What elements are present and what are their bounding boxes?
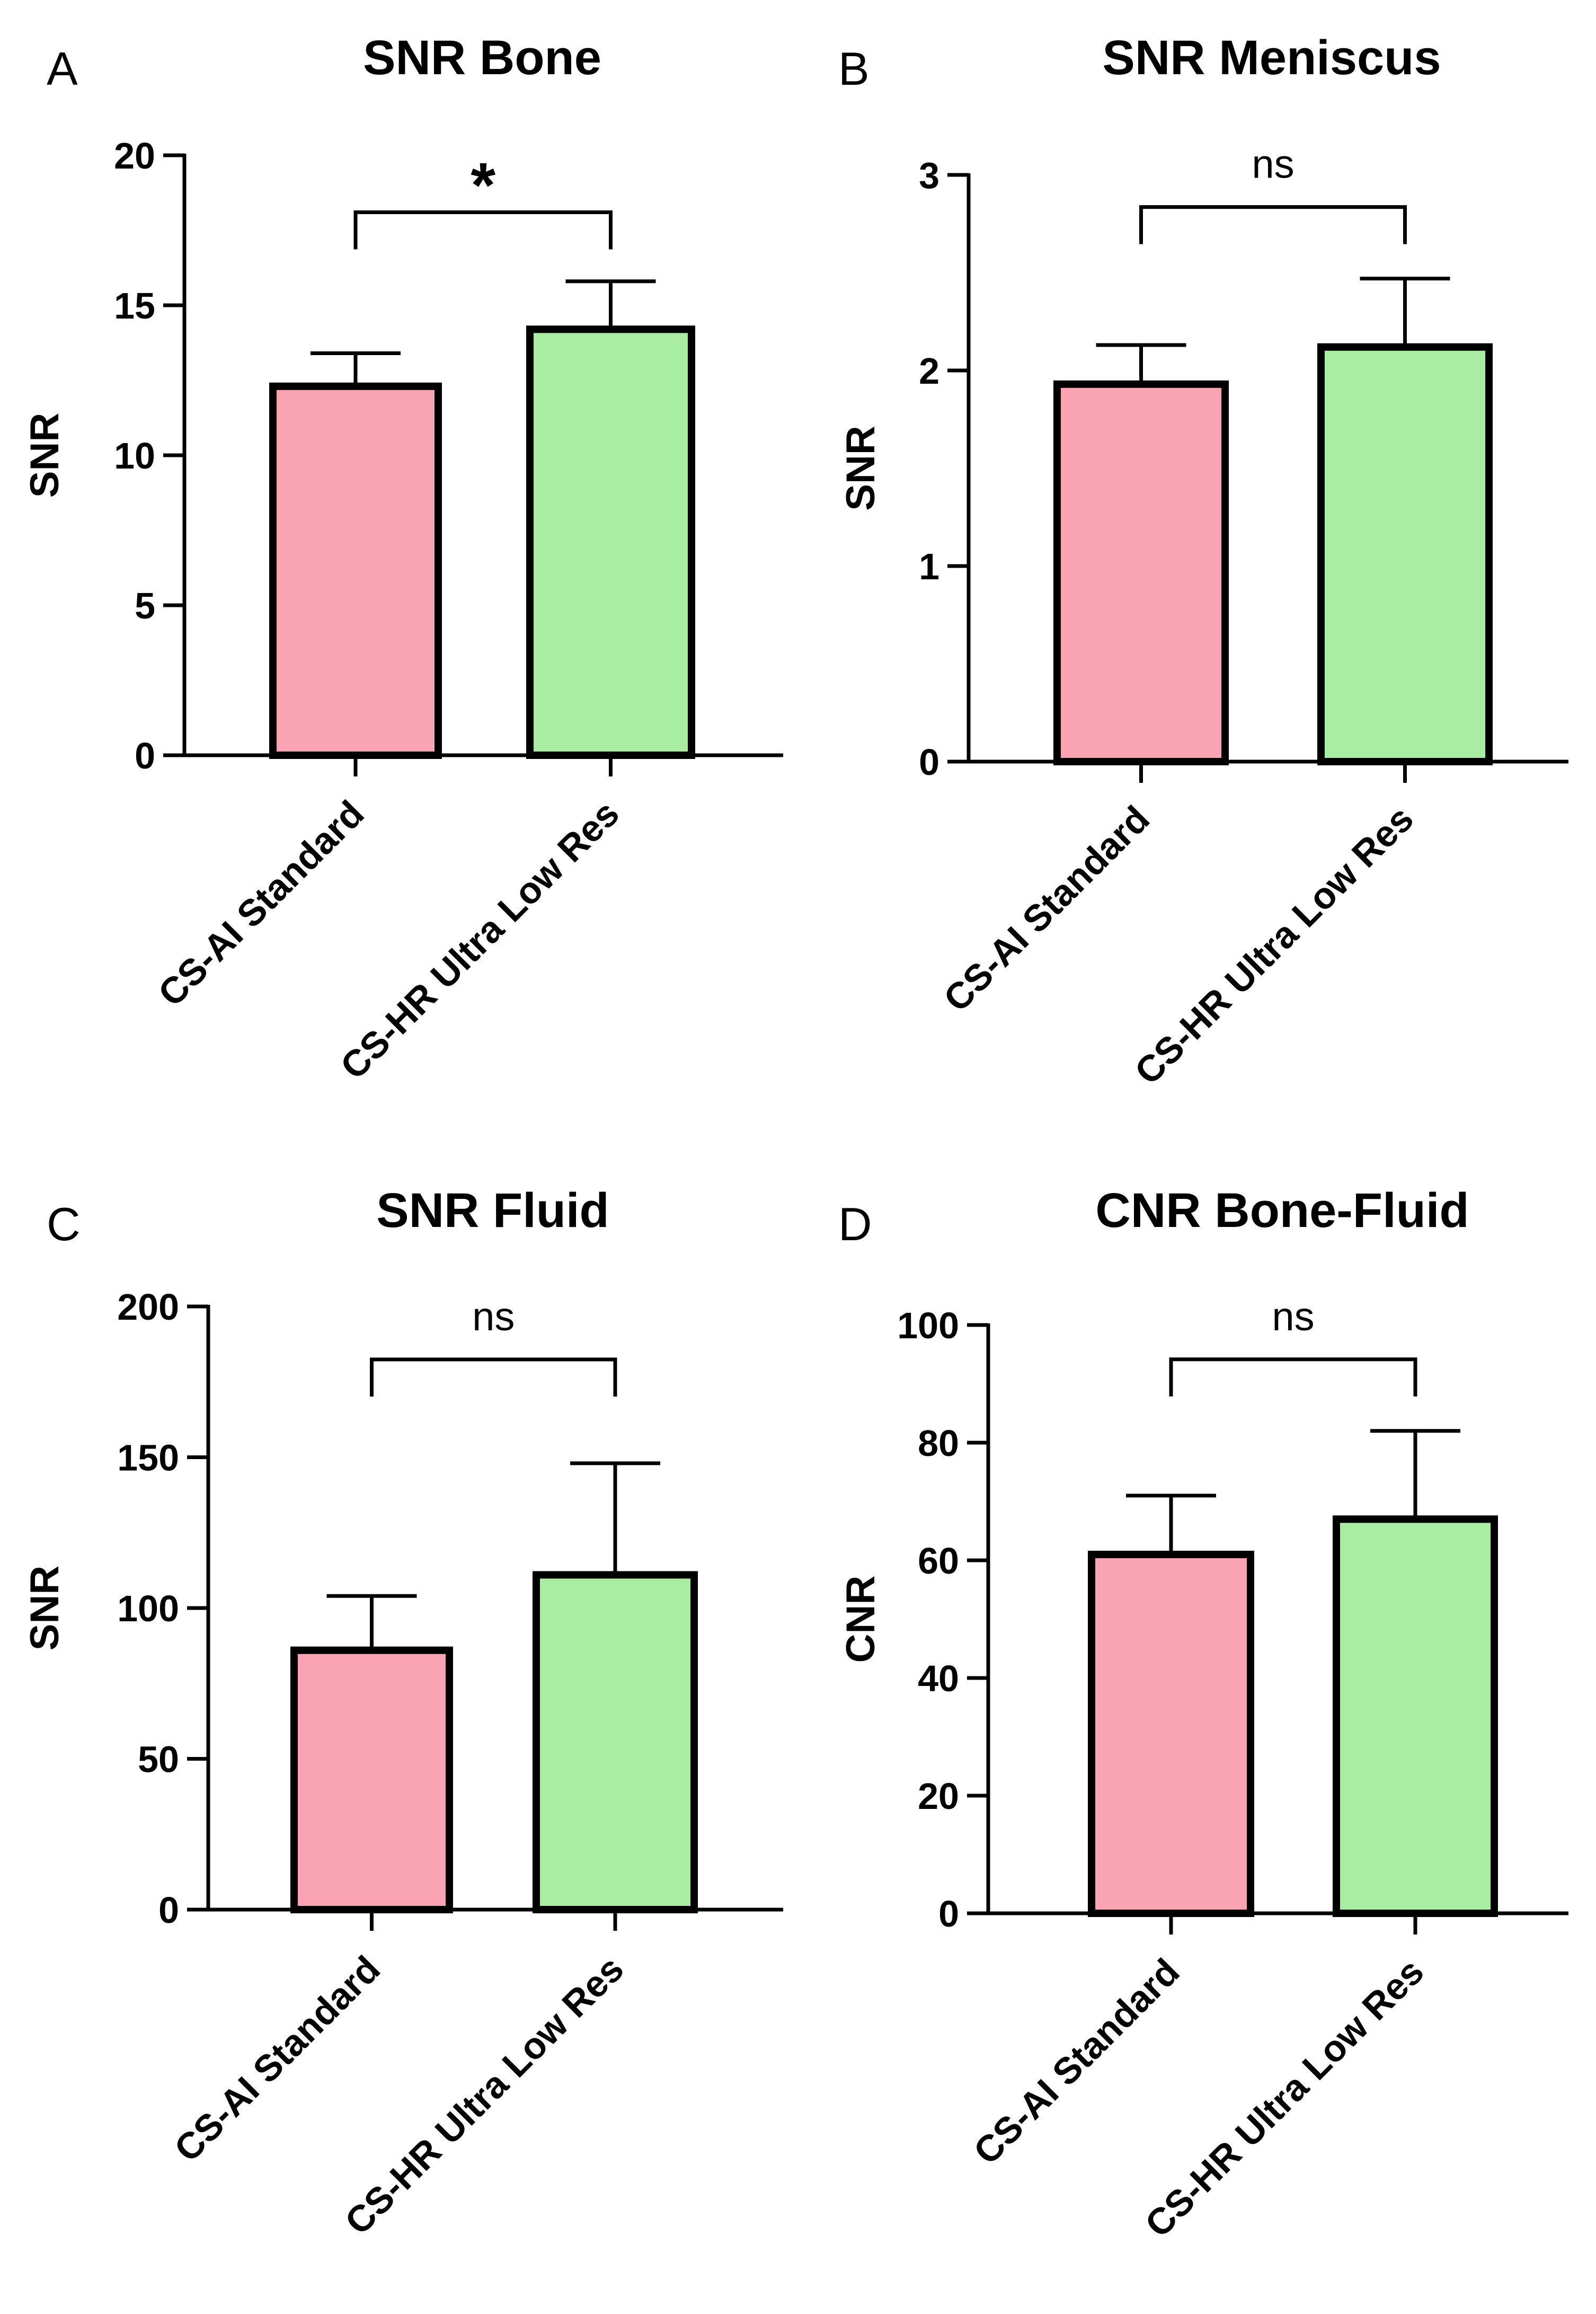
y-tick-label: 80	[918, 1423, 959, 1464]
y-tick-label: 15	[114, 285, 155, 326]
panel-letter: D	[838, 1198, 872, 1250]
significance-bracket	[353, 210, 613, 250]
y-tick-label: 100	[117, 1588, 179, 1629]
x-tick-label: CS-HR Ultra Low Res	[337, 1948, 632, 2242]
significance-label: ns	[1252, 142, 1294, 187]
x-tick-label: CS-AI Standard	[936, 798, 1157, 1019]
bar-cs-hr-ultra-low-res	[1333, 1515, 1498, 1918]
significance-bracket	[370, 1357, 617, 1397]
panel-a: A SNR Bone 0 5 10 15 20 SNR CS-AI StandardCS-HR …	[22, 31, 783, 1087]
y-axis-label: SNR	[22, 413, 67, 498]
y-tick-label: 5	[135, 585, 155, 626]
y-tick-label: 0	[938, 1893, 959, 1935]
y-tick-label: 150	[117, 1437, 179, 1479]
significance-bracket	[1139, 205, 1407, 244]
y-tick-label: 0	[919, 741, 939, 783]
significance-bracket	[1169, 1357, 1417, 1397]
y-tick-label: 2	[919, 350, 939, 392]
y-tick-label: 60	[918, 1540, 959, 1582]
significance-label: *	[471, 150, 495, 221]
x-tick-label: CS-AI Standard	[965, 1950, 1187, 2172]
panel-letter: B	[838, 42, 870, 95]
y-axis-label: SNR	[22, 1566, 67, 1650]
x-tick-label: CS-AI Standard	[166, 1948, 388, 2169]
y-tick-label: 0	[158, 1889, 179, 1931]
panel-b: B SNR Meniscus 0 1 2 3 SNR CS-AI StandardCS-HR …	[838, 31, 1568, 1092]
y-tick-label: 200	[117, 1286, 179, 1328]
panel-letter: A	[47, 42, 78, 95]
y-tick-label: 3	[919, 155, 939, 196]
bar-cs-ai-standard	[1088, 1550, 1254, 1917]
chart-title: SNR Bone	[363, 31, 601, 85]
y-axis-label: SNR	[838, 426, 883, 510]
bar-cs-hr-ultra-low-res	[526, 325, 695, 759]
significance-label: ns	[1272, 1294, 1314, 1339]
y-tick-label: 100	[897, 1305, 959, 1346]
y-tick-label: 1	[919, 546, 939, 587]
y-tick-label: 20	[918, 1776, 959, 1817]
bar-cs-hr-ultra-low-res	[533, 1571, 698, 1913]
bar-cs-ai-standard	[290, 1646, 453, 1913]
bar-cs-hr-ultra-low-res	[1317, 343, 1493, 765]
significance-label: ns	[472, 1294, 515, 1339]
bar-cs-ai-standard	[1053, 380, 1229, 765]
x-tick-label: CS-AI Standard	[150, 792, 371, 1014]
x-tick-label: CS-HR Ultra Low Res	[1137, 1950, 1432, 2245]
x-tick-label: CS-HR Ultra Low Res	[332, 792, 627, 1087]
y-tick-label: 20	[114, 135, 155, 176]
panel-letter: C	[47, 1198, 81, 1250]
y-tick-label: 40	[918, 1658, 959, 1699]
panel-c: C SNR Fluid 0 50 100 150 200 SNR CS-AI StandardC…	[22, 1184, 783, 2242]
chart-title: CNR Bone-Fluid	[1095, 1184, 1469, 1238]
y-tick-label: 50	[138, 1739, 179, 1780]
bar-cs-ai-standard	[269, 382, 442, 759]
x-tick-label: CS-HR Ultra Low Res	[1127, 798, 1421, 1092]
chart-title: SNR Meniscus	[1102, 31, 1441, 85]
panel-d: D CNR Bone-Fluid 0 20 40 60 80 100 CNR CS-AI Stan…	[838, 1184, 1568, 2245]
chart-title: SNR Fluid	[376, 1184, 609, 1238]
y-tick-label: 0	[135, 735, 155, 776]
y-tick-label: 10	[114, 435, 155, 476]
y-axis-label: CNR	[838, 1576, 883, 1663]
